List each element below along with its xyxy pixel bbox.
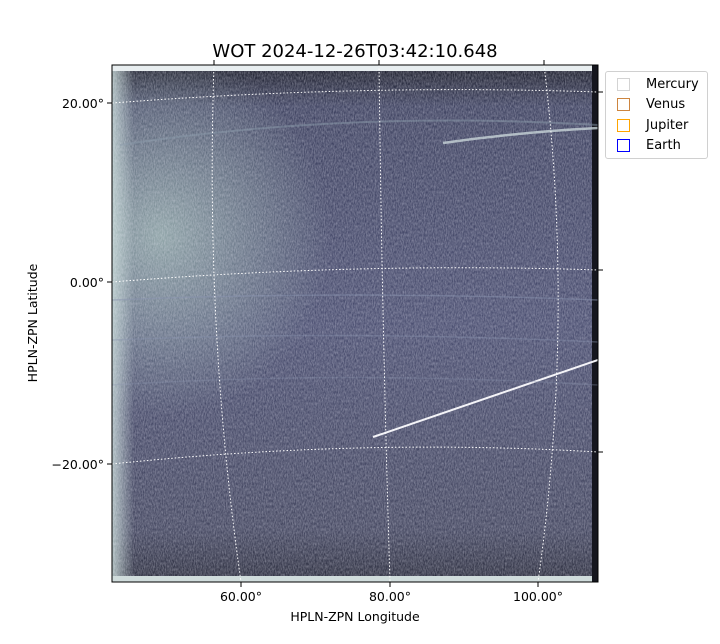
legend-swatch [617,97,630,111]
y-tick-label: −20.00° [51,457,104,472]
grid-lon-100 [537,65,559,582]
legend-label: Mercury [646,76,699,92]
x-axis-label: HPLN-ZPN Longitude [290,609,420,624]
legend-item-earth: Earth [617,137,681,153]
y-axis-label: HPLN-ZPN Latitude [25,263,40,382]
axes-frame [111,64,599,583]
grid-lon-80 [378,65,391,582]
streak [119,119,598,146]
legend-item-venus: Venus [617,96,685,112]
streak [442,126,598,145]
legend-label: Jupiter [646,117,689,133]
legend-item-jupiter: Jupiter [617,117,688,133]
ticks [107,60,603,587]
legend-item-mercury: Mercury [617,76,699,92]
legend-label: Earth [646,137,681,153]
legend: Mercury Venus Jupiter Earth [605,71,708,159]
x-tick-label: 80.00° [369,589,411,604]
x-tick-label: 60.00° [220,589,262,604]
image-data [112,65,598,582]
chart-title: WOT 2024-12-26T03:42:10.648 [212,41,497,62]
legend-swatch [617,138,630,152]
grid-lon-60 [211,65,242,582]
grid-lat-20 [112,89,598,104]
legend-swatch [617,77,630,91]
x-tick-label: 100.00° [513,589,563,604]
streak [372,359,598,438]
y-tick-label: 0.00° [70,275,104,290]
y-tick-label: 20.00° [62,96,104,111]
grid-lat-0 [112,267,598,283]
legend-swatch [617,118,630,132]
grid-lat-minus20 [112,446,598,465]
legend-label: Venus [646,96,686,112]
grid [112,65,598,582]
